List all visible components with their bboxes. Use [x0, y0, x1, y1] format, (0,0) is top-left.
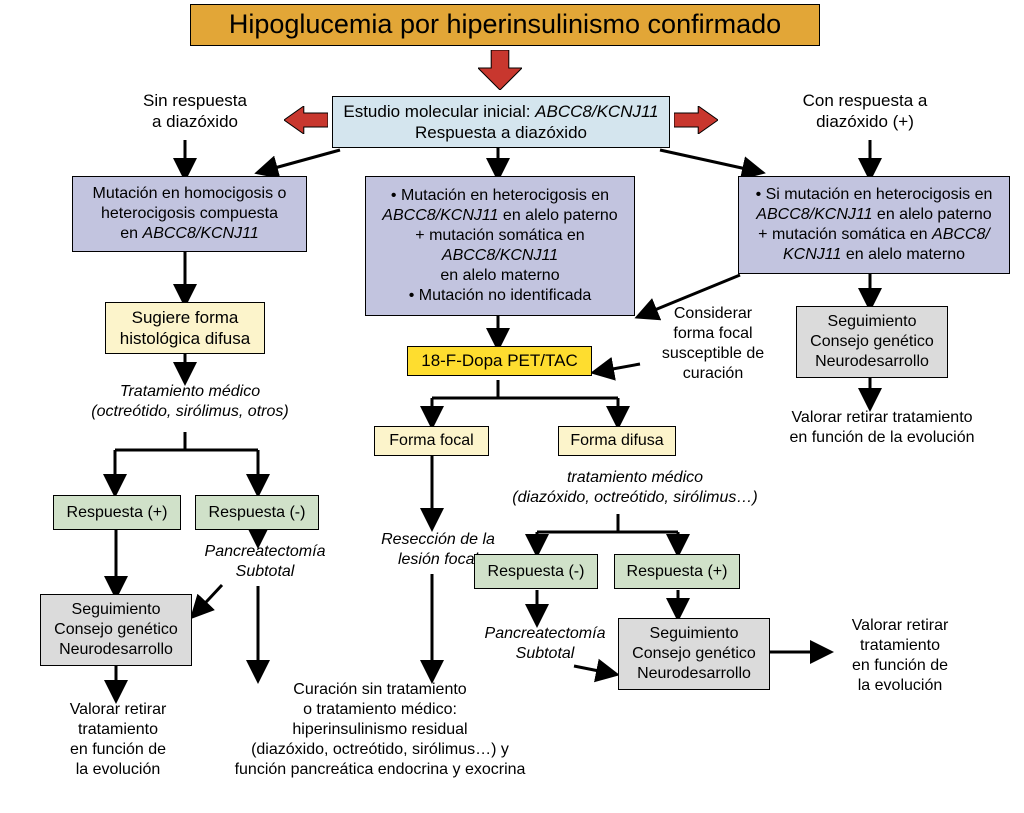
node-curacion: Curación sin tratamientoo tratamiento mé…	[220, 680, 540, 785]
node-sin_resp: Sin respuestaa diazóxido	[115, 90, 275, 135]
node-title: Hipoglucemia por hiperinsulinismo confir…	[190, 4, 820, 46]
block-arrow	[674, 106, 718, 134]
node-pancre_left: PancreatectomíaSubtotal	[190, 542, 340, 582]
node-trat_medico: Tratamiento médico(octreótido, sirólimus…	[75, 382, 305, 426]
node-pancre_mid: PancreatectomíaSubtotal	[470, 624, 620, 664]
node-sugiere: Sugiere formahistológica difusa	[105, 302, 265, 354]
node-con_resp: Con respuesta adiazóxido (+)	[780, 90, 950, 135]
node-considerar: Considerarforma focalsusceptible decurac…	[643, 304, 783, 384]
node-valorar_right: Valorar retirar tratamientoen función de…	[762, 408, 1002, 448]
node-valorar_mid: Valorar retirartratamientoen función del…	[830, 616, 970, 696]
node-seg_right: SeguimientoConsejo genéticoNeurodesarrol…	[796, 306, 948, 378]
node-mut_het_right: • Si mutación en heterocigosis enABCC8/K…	[738, 176, 1010, 274]
node-mut_het_mid: • Mutación en heterocigosis enABCC8/KCNJ…	[365, 176, 635, 316]
node-estudio: Estudio molecular inicial: ABCC8/KCNJ11R…	[332, 96, 670, 148]
node-valorar_left: Valorar retirartratamientoen función del…	[48, 700, 188, 780]
block-arrow	[478, 50, 522, 90]
node-forma_difusa: Forma difusa	[558, 426, 676, 456]
node-pet: 18-F-Dopa PET/TAC	[407, 346, 592, 376]
node-mut_homo: Mutación en homocigosis oheterocigosis c…	[72, 176, 307, 252]
node-trat_diaz: tratamiento médico(diazóxido, octreótido…	[490, 468, 780, 508]
node-seg_left: SeguimientoConsejo genéticoNeurodesarrol…	[40, 594, 192, 666]
node-resp_plus_mid: Respuesta (+)	[614, 554, 740, 589]
node-resp_minus_mid: Respuesta (-)	[474, 554, 598, 589]
node-resp_minus_left: Respuesta (-)	[195, 495, 319, 530]
node-resp_plus_left: Respuesta (+)	[53, 495, 181, 530]
node-seg_mid: SeguimientoConsejo genéticoNeurodesarrol…	[618, 618, 770, 690]
block-arrow	[284, 106, 328, 134]
node-forma_focal: Forma focal	[374, 426, 489, 456]
